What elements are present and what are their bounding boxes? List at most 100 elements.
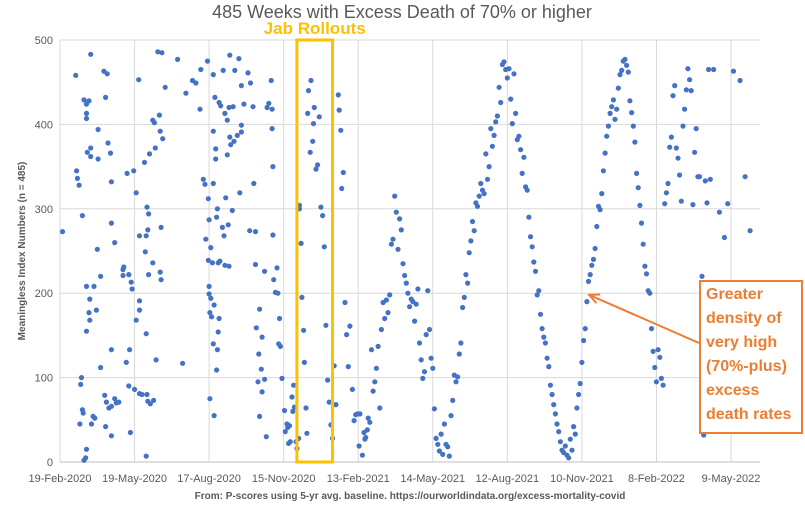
data-point [655, 347, 661, 353]
data-point [80, 410, 86, 416]
data-point [415, 286, 421, 292]
data-point [214, 367, 220, 373]
density-note: Greater density of very high (70%-plus) exce… [706, 286, 791, 423]
data-point [320, 213, 326, 219]
data-point [690, 202, 696, 208]
data-point [275, 290, 281, 296]
data-point [108, 433, 114, 439]
data-point [567, 436, 573, 442]
data-point [699, 273, 705, 279]
data-point [453, 379, 459, 385]
data-point [675, 155, 681, 161]
data-point [372, 379, 378, 385]
data-point [460, 304, 466, 311]
data-point [673, 145, 679, 151]
data-point [203, 236, 209, 242]
data-point [345, 364, 351, 370]
data-point [286, 423, 293, 429]
data-point [263, 434, 269, 440]
data-point [198, 66, 204, 73]
data-point [382, 315, 388, 322]
data-point [88, 51, 94, 57]
data-point [465, 280, 471, 286]
y-axis-label: Meaningless Index Numbers (n = 485) [17, 162, 28, 341]
data-point [74, 175, 80, 181]
data-point [468, 238, 474, 244]
data-point [589, 262, 595, 268]
data-point [86, 98, 92, 104]
data-point [94, 246, 100, 252]
density-note-line: density of [706, 310, 782, 327]
data-point [648, 326, 655, 332]
data-point [206, 291, 212, 297]
data-point [688, 88, 694, 94]
data-point [682, 106, 688, 112]
data-point [128, 279, 134, 285]
data-point [566, 455, 572, 461]
data-point [303, 405, 309, 411]
data-point [471, 228, 477, 234]
data-point [206, 283, 212, 289]
data-point [544, 355, 550, 361]
data-point [375, 343, 381, 349]
data-point [266, 100, 272, 106]
data-point [572, 431, 578, 437]
data-point [481, 191, 487, 197]
data-point [252, 261, 259, 268]
data-point [344, 332, 350, 338]
data-point [400, 261, 406, 267]
data-point [224, 117, 230, 123]
x-tick-label: 12-Aug-2021 [476, 473, 540, 485]
data-point [102, 392, 108, 398]
data-point [421, 369, 428, 375]
data-point [494, 113, 500, 119]
data-point [142, 249, 148, 255]
data-point [702, 178, 708, 184]
data-point [643, 271, 650, 277]
data-point [416, 340, 423, 346]
x-tick-label: 9-May-2022 [702, 473, 761, 485]
data-point [129, 286, 135, 292]
data-point [642, 263, 648, 269]
data-point [136, 77, 142, 83]
data-point [74, 168, 80, 174]
data-point [87, 296, 93, 302]
data-point [325, 377, 331, 383]
data-point [511, 71, 517, 77]
data-point [363, 434, 369, 441]
data-point [126, 272, 132, 278]
data-point [440, 451, 446, 457]
data-point [271, 277, 277, 283]
data-point [183, 90, 189, 96]
data-point [428, 355, 434, 361]
data-point [158, 224, 164, 230]
data-point [418, 357, 424, 363]
data-point [622, 56, 628, 63]
density-note-line: death rates [706, 406, 791, 423]
data-point [269, 106, 275, 112]
data-point [276, 315, 283, 322]
data-point [139, 391, 145, 398]
data-point [529, 244, 535, 250]
data-point [627, 98, 633, 104]
data-point [420, 375, 426, 381]
y-tick-label: 100 [35, 373, 53, 385]
data-point [236, 56, 242, 62]
data-point [160, 136, 166, 142]
data-point [291, 382, 297, 388]
data-point [541, 334, 547, 340]
arrow-line [588, 293, 700, 344]
data-point [742, 174, 748, 180]
data-point [84, 149, 90, 155]
data-point [610, 97, 617, 103]
data-point [605, 123, 612, 129]
data-point [725, 201, 731, 207]
data-point [217, 258, 223, 264]
data-point [126, 383, 132, 389]
jab-rollouts-label: Jab Rollouts [264, 19, 366, 38]
y-axis-ticks: 0 100 200 300 400 500 [35, 35, 53, 469]
data-point [208, 245, 214, 251]
data-point [402, 272, 408, 279]
data-point [156, 112, 162, 118]
data-point [486, 164, 492, 170]
